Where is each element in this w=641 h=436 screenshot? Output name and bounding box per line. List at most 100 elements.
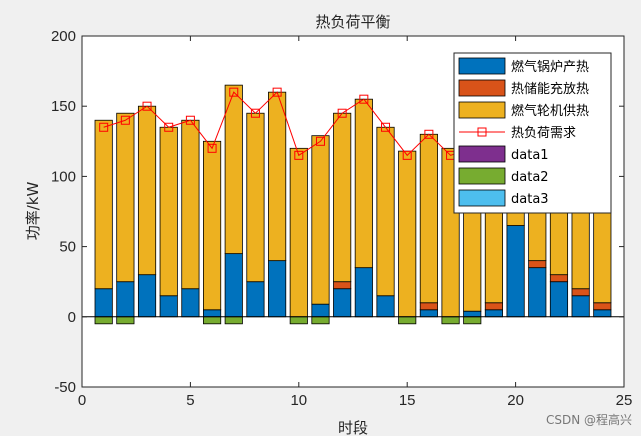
legend-label-data2: data2: [511, 170, 549, 185]
demand-marker-16: [424, 129, 434, 139]
bar-燃气锅炉产热-7: [224, 253, 243, 318]
demand-marker-11: [315, 136, 325, 146]
bar-燃气轮机供热-3: [137, 105, 157, 276]
bar-data2-11: [311, 316, 330, 325]
bar-data2-6: [203, 316, 222, 325]
y-axis-label: 功率/kW: [24, 182, 42, 241]
bar-燃气锅炉产热-21: [528, 267, 547, 318]
bar-燃气轮机供热-5: [181, 119, 200, 290]
y-tick-label: 50: [59, 239, 76, 256]
bar-燃气轮机供热-9: [268, 91, 287, 262]
demand-marker-5: [185, 115, 195, 125]
bar-data2-15: [398, 316, 417, 325]
bar-燃气轮机供热-1: [94, 119, 113, 290]
x-tick-label: 5: [186, 392, 194, 409]
bar-热储能充放热-24: [593, 302, 612, 311]
bar-燃气锅炉产热-3: [137, 274, 157, 318]
bar-燃气锅炉产热-13: [354, 267, 373, 318]
bar-燃气锅炉产热-24: [593, 309, 612, 318]
bar-燃气锅炉产热-11: [311, 303, 330, 318]
legend-swatch-data2: [458, 167, 506, 185]
demand-marker-1: [99, 122, 109, 132]
legend-swatch-热储能充放热: [458, 79, 506, 97]
bar-燃气锅炉产热-9: [268, 260, 287, 318]
legend-swatch-燃气锅炉产热: [458, 57, 506, 75]
bar-燃气轮机供热-2: [116, 112, 135, 283]
legend-swatch-燃气轮机供热: [458, 101, 506, 119]
demand-marker-9: [272, 87, 282, 97]
bar-燃气轮机供热-16: [419, 133, 438, 304]
demand-marker-15: [402, 150, 412, 160]
watermark: CSDN @程高兴: [546, 412, 632, 427]
legend-label-data1: data1: [511, 148, 549, 163]
bar-燃气锅炉产热-2: [116, 281, 135, 318]
x-tick-label: 10: [290, 392, 307, 409]
bar-燃气锅炉产热-8: [246, 281, 265, 318]
demand-marker-12: [337, 108, 347, 118]
bar-data2-2: [116, 316, 135, 325]
bar-燃气轮机供热-15: [398, 150, 417, 318]
legend-label-热储能充放热: 热储能充放热: [511, 81, 589, 97]
demand-marker-6: [207, 143, 217, 153]
bar-燃气锅炉产热-14: [376, 295, 395, 318]
demand-marker-2: [120, 115, 130, 125]
bar-data2-18: [463, 316, 482, 325]
bar-燃气锅炉产热-22: [549, 281, 569, 318]
x-tick-label: 20: [507, 392, 524, 409]
bars-layer: [94, 84, 612, 325]
bar-热储能充放热-12: [333, 281, 352, 290]
chart-title: 热负荷平衡: [315, 13, 390, 31]
x-axis-label: 时段: [338, 419, 368, 436]
bar-燃气轮机供热-4: [159, 126, 178, 297]
bar-燃气锅炉产热-20: [506, 225, 525, 318]
demand-marker-8: [250, 108, 260, 118]
bar-燃气锅炉产热-23: [571, 295, 590, 318]
bar-燃气轮机供热-7: [224, 84, 243, 255]
demand-marker-14: [381, 122, 391, 132]
bar-燃气轮机供热-8: [246, 112, 265, 283]
legend-swatch-data3: [458, 189, 506, 207]
bar-热储能充放热-16: [419, 302, 438, 311]
bar-燃气锅炉产热-5: [181, 288, 200, 318]
bar-data2-1: [94, 316, 113, 325]
plot-frame: [81, 35, 625, 388]
bar-data2-7: [224, 316, 243, 325]
bar-热储能充放热-22: [549, 274, 569, 283]
y-tick-label: 150: [51, 98, 76, 115]
x-tick-label: 15: [399, 392, 416, 409]
legend-label-热负荷需求: 热负荷需求: [511, 126, 576, 141]
bar-燃气锅炉产热-19: [484, 309, 503, 318]
bar-燃气轮机供热-11: [311, 135, 330, 305]
bar-燃气锅炉产热-18: [463, 310, 482, 318]
demand-marker-13: [359, 94, 369, 104]
bar-燃气锅炉产热-1: [94, 288, 113, 318]
demand-marker-7: [229, 87, 239, 97]
y-tick-label: 200: [51, 28, 76, 45]
bar-燃气轮机供热-10: [289, 147, 308, 318]
legend-swatch-data1: [458, 145, 506, 163]
demand-marker-10: [294, 150, 304, 160]
y-tick-label: 100: [51, 168, 76, 185]
y-tick-label: -50: [54, 379, 76, 396]
bar-燃气锅炉产热-16: [419, 309, 438, 318]
x-tick-label: 25: [616, 392, 633, 409]
bar-data2-17: [441, 316, 460, 325]
bar-燃气轮机供热-12: [333, 112, 352, 283]
bar-燃气轮机供热-14: [376, 126, 395, 297]
bar-燃气锅炉产热-4: [159, 295, 178, 318]
bar-data2-10: [289, 316, 308, 325]
bar-燃气锅炉产热-6: [203, 309, 222, 318]
x-tick-label: 0: [78, 392, 86, 409]
legend-label-燃气轮机供热: 燃气轮机供热: [511, 103, 589, 119]
legend-marker-热负荷需求: [477, 127, 487, 137]
legend-label-data3: data3: [511, 192, 549, 207]
bar-热储能充放热-23: [571, 288, 590, 297]
legend-label-燃气锅炉产热: 燃气锅炉产热: [511, 59, 589, 75]
bar-燃气锅炉产热-12: [333, 288, 352, 318]
bar-热储能充放热-21: [528, 260, 547, 269]
y-tick-label: 0: [68, 309, 76, 326]
bar-燃气轮机供热-6: [203, 140, 222, 311]
